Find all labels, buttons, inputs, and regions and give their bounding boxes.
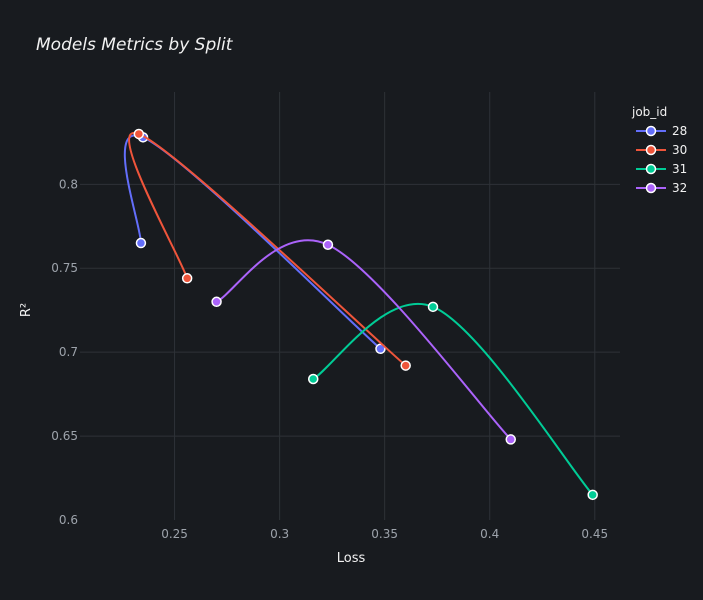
data-point — [427, 301, 439, 313]
series-layer — [123, 128, 598, 501]
legend-label: 30 — [672, 143, 687, 157]
y-tick-label: 0.7 — [59, 345, 78, 359]
data-point — [133, 128, 145, 140]
x-axis: 0.25 0.3 0.35 0.4 0.45 — [161, 527, 608, 541]
data-point — [307, 373, 319, 385]
series-line — [128, 131, 407, 367]
legend-title: job_id — [631, 105, 667, 119]
data-point — [322, 239, 334, 250]
y-tick-label: 0.6 — [59, 513, 78, 527]
legend-item-30[interactable]: 30 — [636, 143, 687, 157]
y-tick-label: 0.8 — [59, 177, 78, 191]
legend-swatch-marker — [645, 182, 657, 194]
x-tick-label: 0.35 — [371, 527, 398, 541]
y-axis: 0.6 0.65 0.7 0.75 0.8 — [51, 177, 78, 527]
x-tick-label: 0.4 — [480, 527, 499, 541]
data-point — [587, 489, 598, 501]
x-tick-label: 0.3 — [270, 527, 289, 541]
series-line — [123, 134, 382, 350]
data-point — [181, 273, 193, 284]
data-point — [211, 296, 222, 308]
data-point — [135, 237, 147, 249]
legend-swatch-marker — [645, 144, 657, 156]
legend-item-28[interactable]: 28 — [636, 124, 687, 138]
x-tick-label: 0.25 — [161, 527, 188, 541]
data-point — [400, 360, 411, 371]
y-tick-label: 0.75 — [51, 261, 78, 275]
y-tick-label: 0.65 — [51, 429, 78, 443]
legend-label: 31 — [672, 162, 687, 176]
series-31 — [307, 301, 598, 501]
series-line — [216, 239, 512, 441]
legend: job_id 28 30 31 32 — [631, 105, 687, 195]
legend-label: 28 — [672, 124, 687, 138]
series-30 — [128, 128, 411, 371]
data-point — [375, 343, 386, 355]
legend-swatch-marker — [645, 163, 657, 175]
legend-label: 32 — [672, 181, 687, 195]
data-point — [505, 434, 516, 445]
grid — [80, 92, 620, 520]
legend-swatch-marker — [645, 125, 657, 137]
series-line — [312, 303, 594, 496]
series-32 — [211, 239, 516, 445]
legend-item-32[interactable]: 32 — [636, 181, 687, 195]
legend-item-31[interactable]: 31 — [636, 162, 687, 176]
x-tick-label: 0.45 — [581, 527, 608, 541]
series-28 — [123, 132, 386, 355]
y-axis-title: R² — [19, 303, 34, 317]
x-axis-title: Loss — [337, 551, 366, 566]
chart-title: Models Metrics by Split — [36, 35, 234, 55]
